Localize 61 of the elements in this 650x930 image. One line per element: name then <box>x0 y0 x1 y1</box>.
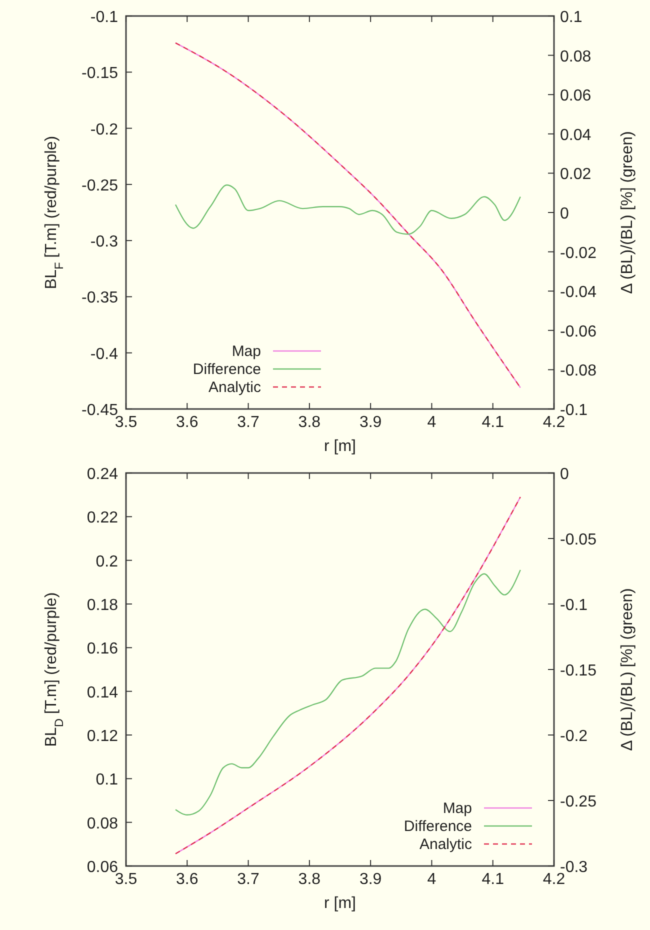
y2-tick-label: 0.06 <box>560 88 592 105</box>
x-tick-label: 4 <box>427 871 436 888</box>
line-series <box>174 569 521 816</box>
x-tick-label: 3.5 <box>114 871 138 888</box>
y2-tick-label: 0.04 <box>560 126 592 144</box>
y-tick-label: 0.24 <box>86 466 118 483</box>
x-tick-label: 3.8 <box>298 414 321 431</box>
y2-tick-label: -0.06 <box>560 323 597 340</box>
y2-tick-label: -0.08 <box>560 362 597 380</box>
x-tick-label: 3.6 <box>176 414 198 431</box>
x-tick-label: 3.5 <box>114 414 138 431</box>
legend-label: Map <box>232 343 261 360</box>
y-tick-label: 0.2 <box>96 553 118 570</box>
x-axis-title: r [m] <box>324 895 356 912</box>
line-series <box>174 496 521 854</box>
y2-tick-label: -0.25 <box>560 794 597 810</box>
y-tick-label: -0.4 <box>90 346 118 363</box>
y2-tick-label: 0.08 <box>560 48 592 66</box>
y-tick-label: -0.2 <box>90 121 118 138</box>
y-tick-label: 0.14 <box>86 684 118 702</box>
y2-axis-title: Δ (BL)/(BL) [%] (green) <box>619 588 636 751</box>
y-tick-label: -0.25 <box>82 177 118 194</box>
x-tick-label: 3.7 <box>237 414 260 431</box>
y2-tick-label: 0.1 <box>560 9 582 26</box>
legend-label: Map <box>442 800 472 817</box>
y2-tick-label: 0 <box>560 206 569 222</box>
y-tick-label: -0.1 <box>90 9 118 26</box>
x-tick-label: 4.1 <box>482 871 504 888</box>
x-tick-label: 4.2 <box>542 871 566 888</box>
y-tick-label: -0.3 <box>90 234 118 251</box>
x-tick-label: 4.1 <box>482 414 504 431</box>
y2-axis-title: Δ (BL)/(BL) [%] (green) <box>619 131 636 294</box>
x-tick-label: 4.2 <box>542 414 566 431</box>
legend-label: Analytic <box>208 379 262 396</box>
y-tick-label: 0.16 <box>86 640 118 658</box>
legend-label: Analytic <box>419 836 472 853</box>
x-tick-label: 3.9 <box>359 871 382 888</box>
y-tick-label: 0.22 <box>86 510 118 527</box>
y2-tick-label: -0.04 <box>560 284 597 302</box>
y2-tick-label: -0.05 <box>560 532 597 548</box>
y2-tick-label: 0.02 <box>560 166 592 184</box>
y-tick-label: -0.15 <box>82 65 118 82</box>
y-tick-label: 0.12 <box>86 728 118 745</box>
y2-tick-label: -0.02 <box>560 244 597 262</box>
x-tick-label: 3.6 <box>176 871 198 888</box>
y-tick-label: -0.35 <box>82 290 118 307</box>
x-axis-title: r [m] <box>324 438 356 455</box>
line-series <box>174 184 521 235</box>
legend-label: Difference <box>404 818 472 835</box>
y2-tick-label: -0.2 <box>560 728 588 745</box>
y2-tick-label: 0 <box>560 466 569 483</box>
x-tick-label: 4 <box>427 414 436 431</box>
y2-tick-label: -0.1 <box>560 597 588 614</box>
x-tick-label: 3.7 <box>237 871 260 888</box>
y2-tick-label: -0.15 <box>560 662 597 680</box>
x-tick-label: 3.8 <box>298 871 321 888</box>
x-tick-label: 3.9 <box>359 414 382 431</box>
y-tick-label: 0.1 <box>96 772 118 789</box>
y-tick-label: 0.18 <box>86 597 118 614</box>
legend-label: Difference <box>192 361 261 378</box>
y-tick-label: 0.08 <box>86 815 118 832</box>
